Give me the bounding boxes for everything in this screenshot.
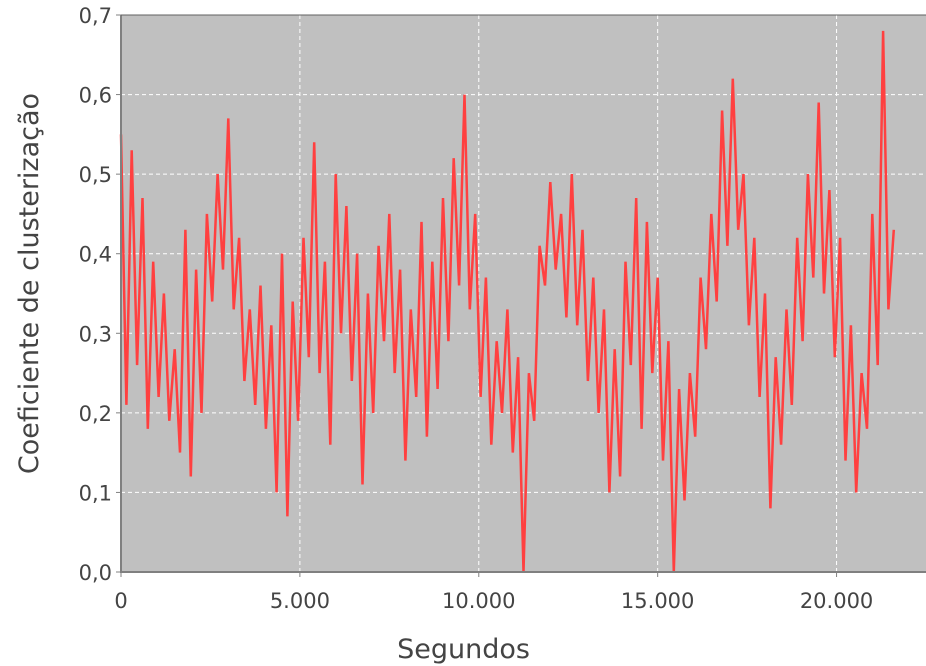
tick-labels: 0,0 0,1 0,2 0,3 0,4 0,5 0,6 0,7 0 5.000 10.000 15.0… xyxy=(79,4,874,613)
y-tick-label: 0,4 xyxy=(79,243,112,267)
plot-area xyxy=(121,15,926,572)
axes xyxy=(120,14,926,573)
x-tick-label: 10.000 xyxy=(442,589,515,613)
y-tick-label: 0,6 xyxy=(79,84,112,108)
x-tick-label: 5.000 xyxy=(270,589,330,613)
y-tick-label: 0,5 xyxy=(79,163,112,187)
grid-lines xyxy=(121,14,926,572)
y-tick-label: 0,0 xyxy=(79,561,112,585)
x-tick-label: 20.000 xyxy=(800,589,873,613)
y-tick-label: 0,2 xyxy=(79,402,112,426)
y-tick-label: 0,1 xyxy=(79,481,112,505)
y-axis-title: Coeficiente de clusterização xyxy=(14,93,45,474)
y-tick-label: 0,3 xyxy=(79,322,112,346)
series-line xyxy=(119,30,896,573)
data-series xyxy=(119,30,896,573)
y-tick-label: 0,7 xyxy=(79,4,112,28)
x-tick-label: 15.000 xyxy=(621,589,694,613)
x-axis-title: Segundos xyxy=(397,634,530,665)
x-tick-label: 0 xyxy=(114,589,127,613)
